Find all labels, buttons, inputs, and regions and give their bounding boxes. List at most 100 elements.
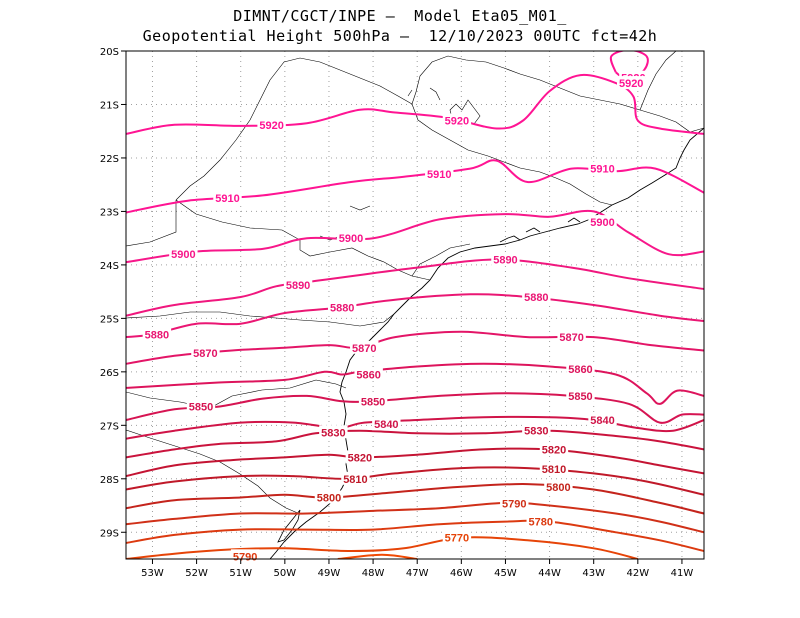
- contour-label-bg: [213, 191, 242, 205]
- y-tick-label: 21S: [100, 100, 119, 111]
- title-line-2: Geopotential Height 500hPa – 12/10/2023 …: [142, 27, 658, 45]
- contour-label-5870: 5870: [559, 332, 583, 344]
- x-tick-label: 43W: [582, 568, 605, 579]
- contour-label-5810: 5810: [343, 474, 367, 486]
- contour-labels: 5920592059205920591059105910590059005900…: [142, 70, 648, 563]
- contour-label-bg: [588, 161, 617, 175]
- contour-label-5840: 5840: [590, 415, 614, 427]
- contour-5880: [126, 293, 704, 339]
- contour-5820: [126, 447, 704, 478]
- x-tick-label: 50W: [274, 568, 297, 579]
- contour-label-bg: [588, 412, 617, 426]
- plot-frame: [125, 50, 705, 560]
- contour-label-bg: [566, 388, 595, 402]
- state-borders: [126, 51, 704, 515]
- contour-label-5860: 5860: [568, 364, 592, 376]
- contour-label-bg: [283, 278, 313, 292]
- contour-5860: [126, 362, 704, 405]
- contour-5900: [126, 209, 704, 264]
- contour-5780: [126, 40, 153, 48]
- x-tick-label: 51W: [229, 568, 252, 579]
- contour-5790: [126, 501, 704, 534]
- contour-label-bg: [257, 117, 286, 131]
- contour-label-5820: 5820: [348, 452, 372, 464]
- contour-label-5910: 5910: [215, 193, 239, 205]
- contour-label-bg: [169, 247, 198, 261]
- y-tick-label: 20S: [100, 47, 119, 58]
- contour-label-bg: [539, 442, 569, 456]
- x-tick-label: 46W: [450, 568, 473, 579]
- contour-label-5830: 5830: [321, 427, 345, 439]
- x-tick-label: 52W: [185, 568, 208, 579]
- contour-label-bg: [588, 215, 617, 229]
- contour-5770: [126, 536, 639, 559]
- y-tick-label: 22S: [100, 154, 119, 165]
- contour-label-bg: [522, 423, 551, 437]
- contour-label-5870: 5870: [193, 348, 217, 360]
- contour-label-bg: [442, 530, 472, 544]
- contour-label-bg: [142, 327, 172, 341]
- contour-label-bg: [544, 479, 573, 493]
- coastline: [269, 127, 704, 559]
- contour-label-5900: 5900: [590, 217, 614, 229]
- coastline-detail: [499, 217, 581, 243]
- graticule: [126, 50, 704, 559]
- contour-label-bg: [522, 289, 551, 303]
- contour-label-5830: 5830: [524, 426, 548, 438]
- contour-label-bg: [314, 490, 344, 504]
- contour-5850: [126, 392, 704, 424]
- axis-ticks: 53W 52W 51W 50W 49W 48W 47W 46W 45W 44W 43W 42W 41W 2…: [100, 47, 693, 579]
- contour-label-5800: 5800: [317, 493, 341, 505]
- contour-5830: [126, 429, 704, 459]
- contour-label-5910: 5910: [427, 169, 451, 181]
- contour-label-bg: [319, 425, 348, 439]
- contour-5760: [337, 553, 418, 559]
- contour-label-bg: [491, 252, 520, 266]
- contour-label-5890: 5890: [286, 280, 310, 292]
- y-tick-label: 27S: [100, 421, 119, 432]
- contour-label-5860: 5860: [356, 370, 380, 382]
- contour-5840: [126, 415, 704, 440]
- contour-label-5920: 5920: [619, 78, 643, 90]
- contour-label-bg: [350, 340, 379, 354]
- contour-5800: [126, 483, 704, 515]
- x-tick-label: 49W: [318, 568, 341, 579]
- x-tick-label: 47W: [406, 568, 429, 579]
- y-tick-label: 29S: [100, 528, 119, 539]
- coastline-and-borders: [126, 51, 704, 559]
- x-tick-label: 53W: [141, 568, 164, 579]
- contour-label-5880: 5880: [330, 303, 354, 315]
- contour-5910: [126, 159, 704, 214]
- contour-label-5850: 5850: [361, 396, 385, 408]
- x-tick-label: 42W: [627, 568, 650, 579]
- contour-5890: [126, 258, 704, 317]
- contour-label-bg: [539, 462, 569, 476]
- contour-label-5840: 5840: [374, 419, 398, 431]
- lagoon: [277, 509, 301, 543]
- contour-label-5790: 5790: [502, 498, 526, 510]
- contour-label-bg: [345, 450, 375, 464]
- contour-label-5890: 5890: [493, 255, 517, 267]
- y-tick-label: 23S: [100, 207, 119, 218]
- contour-label-bg: [616, 76, 646, 90]
- contour-label-bg: [336, 231, 366, 245]
- contour-label-5850: 5850: [189, 402, 213, 414]
- contour-label-5820: 5820: [542, 444, 566, 456]
- contour-label-bg: [557, 330, 586, 344]
- contour-label-5910: 5910: [590, 164, 614, 176]
- contour-5780: [126, 519, 704, 552]
- contour-label-5900: 5900: [171, 249, 195, 261]
- contour-label-5880: 5880: [145, 329, 169, 341]
- contour-label-bg: [186, 399, 216, 413]
- contour-label-5780: 5780: [529, 517, 553, 529]
- contour-label-bg: [327, 300, 357, 314]
- contour-label-bg: [526, 514, 555, 528]
- x-tick-label: 44W: [538, 568, 561, 579]
- contour-label-5800: 5800: [546, 482, 570, 494]
- contour-label-5850: 5850: [568, 391, 592, 403]
- contour-5870: [126, 330, 704, 365]
- reservoir-features: [319, 87, 481, 245]
- contour-5810: [126, 466, 704, 496]
